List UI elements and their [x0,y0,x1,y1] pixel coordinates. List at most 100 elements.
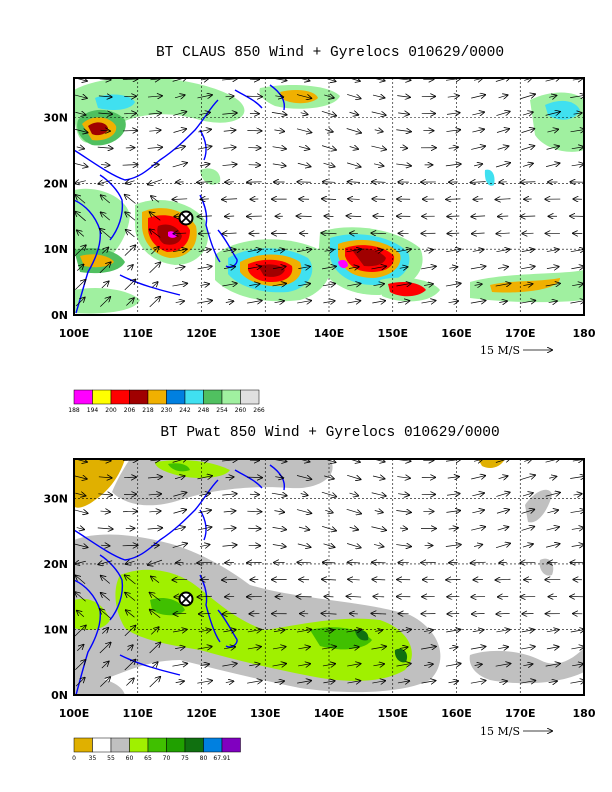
wind-arrow [149,130,160,131]
wind-arrow [173,510,187,514]
colorbar-swatch [166,737,186,753]
wind-arrow [570,249,584,251]
wind-arrow [371,266,386,269]
wind-arrow [472,250,484,252]
colorbar-label: 242 [179,407,191,414]
wind-arrow [273,250,285,252]
wind-arrow [222,494,236,495]
lon-tick-label: 180 [573,707,596,720]
wind-arrow [223,613,237,614]
wind-arrow [397,477,410,479]
wind-arrow [223,630,235,632]
wind-arrow [399,147,407,148]
wind-arrow [97,528,113,529]
wind-arrow [124,245,136,256]
wind-arrow [497,267,508,269]
wind-arrow [470,266,485,269]
wind-arrow [470,681,486,684]
wind-arrow [571,528,584,530]
wind-arrow [445,545,461,547]
wind-arrow [198,216,212,217]
colorbar-swatch [110,737,130,753]
colorbar-label: 254 [216,407,228,414]
wind-arrow [374,130,383,132]
wind-arrow [374,511,383,513]
wind-arrow [246,477,262,478]
wind-arrow [126,561,135,564]
wind-arrow [296,95,311,99]
wind-arrow [445,664,461,667]
wind-arrow [223,511,236,512]
lon-tick-label: 100E [59,327,89,340]
wind-arrow [151,627,158,635]
wind-arrow [99,460,111,461]
wind-arrow [101,212,111,221]
lat-lon-grid [74,459,584,695]
wind-arrow [150,610,161,619]
colorbar-label: 200 [105,407,117,414]
panel-title: BT Pwat 850 Wind + Gyrelocs 010629/0000 [160,425,499,441]
wind-arrow [521,146,535,150]
wind-arrow [77,611,85,618]
wind-arrow [396,130,411,132]
wind-arrow [100,297,110,307]
wind-arrow [522,112,533,115]
wind-arrow [348,562,360,563]
colorbar-swatch [110,389,130,405]
wind-arrow [222,113,236,114]
wind-arrow [151,545,159,546]
wind-arrow [324,476,334,479]
wind-arrow [197,476,211,479]
wind-arrow [272,284,286,286]
wind-arrow [495,459,510,463]
wind-arrow [346,543,361,548]
wind-arrow [496,613,510,614]
wind-arrow [223,249,235,251]
wind-arrow [520,647,535,649]
wind-arrow [549,96,556,98]
wind-arrow [321,491,336,496]
wind-arrow [570,95,584,97]
panel-title: BT CLAUS 850 Wind + Gyrelocs 010629/0000 [156,45,504,61]
wind-arrow [100,229,111,239]
wind-arrow [495,163,510,168]
wind-arrow [273,630,285,632]
wind-arrow [271,112,287,114]
wind-arrow [151,577,160,583]
wind-arrow [77,265,83,271]
colorbar-swatch [73,737,93,753]
lon-tick-label: 130E [250,327,280,340]
wind-arrow [75,298,85,307]
colorbar-swatch [203,737,223,753]
wind-arrow [225,681,233,682]
wind-arrow [520,94,535,99]
colorbar-swatch [221,389,241,405]
wind-arrow [296,510,311,514]
wind-arrow [172,163,187,168]
wind-arrow [199,493,210,495]
wind-arrow [98,494,112,495]
wind-arrow [570,476,584,478]
map-area [74,78,584,315]
wind-arrow [198,596,212,597]
wind-arrow [396,249,411,252]
colorbar-label: 266 [253,407,265,414]
wind-arrow [197,182,213,183]
wind-arrow [76,147,84,149]
wind-arrow [349,493,359,496]
wind-arrow [571,647,583,649]
colorbar-swatch [221,737,241,753]
wind-arrow [399,528,407,529]
wind-arrow [174,476,185,479]
wind-arrow [223,647,235,649]
cyclone-location-marker [178,591,194,607]
colorbar-swatch [92,389,112,405]
colorbar-swatch [129,737,149,753]
wind-arrow [296,475,311,479]
wind-arrow [101,195,111,204]
wind-arrow [520,475,535,480]
wind-arrow [126,181,135,184]
wind-arrow [472,112,484,115]
wind-arrow [198,630,211,632]
wind-arrow [296,249,311,252]
